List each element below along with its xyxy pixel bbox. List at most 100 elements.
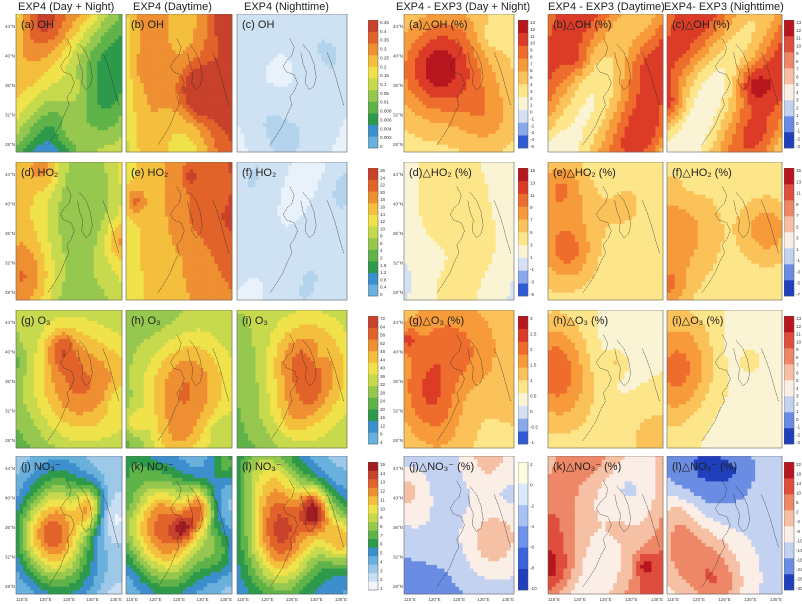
lat-label: 44°N: [393, 466, 403, 471]
coastline-korea: [733, 340, 751, 387]
colorbar-tick: 22: [380, 183, 386, 188]
column-title-5: EXP4 - EXP3 (Daytime): [548, 1, 665, 13]
colorbar-tick: 0.1: [380, 82, 387, 87]
panel-label: (e) HO₂: [131, 167, 168, 179]
colorbar-tick: 0.006: [380, 117, 392, 122]
lon-label: 120°E: [428, 597, 440, 602]
coastline-japan: [493, 494, 511, 548]
colorbar-tick: 2: [796, 105, 799, 110]
colorbar-tick: 4: [796, 90, 799, 95]
colorbar-swatch: [368, 538, 378, 548]
colorbar-swatch: [368, 504, 378, 514]
colorbar-tick: 44: [380, 357, 386, 362]
colorbar-tick: 7: [530, 61, 533, 66]
colorbar-tick: -3: [530, 130, 535, 135]
map-frame: [125, 456, 233, 595]
coastline: [47, 38, 75, 146]
lon-label: 115°E: [126, 597, 138, 602]
colorbar-tick: 72: [380, 316, 386, 321]
coastline-korea: [187, 44, 203, 91]
colorbar-swatch: [368, 362, 378, 375]
coastline: [269, 38, 298, 146]
lon-label: 125°E: [453, 597, 465, 602]
colorbar-swatch: [368, 136, 378, 149]
colorbar-swatch: [518, 193, 528, 207]
colorbar-tick: -2: [796, 432, 801, 437]
colorbar-tick: 13: [796, 179, 802, 184]
lat-label: 36°N: [5, 231, 15, 236]
colorbar-tick: 0.2: [380, 64, 387, 69]
coastline-korea: [614, 192, 632, 239]
colorbar-swatch: [518, 135, 528, 149]
coastline: [701, 38, 731, 146]
colorbar-tick: 0: [530, 409, 533, 414]
colorbar-tick: 0.05: [380, 91, 389, 96]
colorbar-swatch: [518, 168, 528, 182]
colorbar-tick: 3: [530, 316, 533, 321]
colorbar-tick: 1: [380, 586, 383, 591]
colorbar-tick: -10: [796, 538, 802, 543]
colorbar-swatch: [368, 432, 378, 445]
panel-label: (f)△HO₂ (%): [672, 167, 732, 179]
map-panel-no3-2: (k) NO₃⁻115°E 120°E 125°E 130°E 135°E: [125, 456, 233, 602]
map-panel-ho2-3: (f) HO₂: [236, 162, 348, 301]
colorbar-tick: 24: [380, 399, 386, 404]
map-frame: [15, 162, 123, 301]
colorbar-tick: 11: [530, 34, 535, 39]
colorbar-swatch: [368, 316, 378, 328]
colorbar-swatch: [518, 45, 528, 59]
lat-label: 36°N: [5, 525, 15, 530]
coastline-japan: [102, 200, 120, 254]
colorbar-tick: 14: [796, 481, 802, 486]
colorbar-swatch: [368, 409, 378, 422]
colorbar-swatch: [784, 52, 794, 69]
colorbar-tick: -5: [530, 292, 535, 297]
colorbar-tick: 8: [380, 234, 383, 239]
colorbar-tick: 10: [796, 491, 802, 496]
colorbar-tick: 18: [796, 472, 802, 477]
colorbar-swatch: [518, 270, 528, 284]
colorbar-tick: 6: [796, 500, 799, 505]
colorbar-tick: -1: [530, 116, 535, 121]
colorbar-tick: 1: [796, 247, 799, 252]
colorbar-swatch: [368, 54, 378, 67]
colorbar-tick: 2: [530, 96, 533, 101]
colorbar-swatch: [518, 328, 528, 342]
map-frame: [547, 310, 664, 449]
colorbar-tick: -1: [796, 425, 801, 430]
colorbar-tick: 13: [530, 180, 536, 185]
colorbar-exp4-no3: 15 14 13 12 11 10 9 8 7 6 5 4 3 2 1: [368, 462, 386, 591]
colorbar-tick: 0: [380, 292, 383, 297]
map-frame: [125, 14, 233, 153]
coastline-korea: [77, 340, 93, 387]
panel-label: (l) NO₃⁻: [242, 461, 282, 473]
colorbar-tick: 8: [796, 59, 799, 64]
colorbar-swatch: [368, 261, 378, 274]
lat-label: 44°N: [393, 320, 403, 325]
panel-label: (k) NO₃⁻: [131, 461, 174, 473]
panel-label: (c) OH: [242, 19, 274, 31]
coastline-japan: [326, 200, 344, 254]
colorbar-tick: -3: [530, 280, 535, 285]
lat-label: 44°N: [393, 24, 403, 29]
colorbar-tick: 2: [530, 347, 533, 352]
panel-label: (d)△HO₂ (%): [409, 167, 472, 179]
colorbar-exp4-ho2: 26 24 22 20 18 16 14 12 10 8 6 4 2 1.6 1.2 0.8 0.4 0: [368, 168, 387, 297]
colorbar-tick: -1: [530, 267, 535, 272]
colorbar-tick: 28: [380, 390, 386, 395]
colorbar-swatch: [368, 113, 378, 126]
colorbar-swatch: [368, 31, 378, 44]
colorbar-tick: -7: [796, 292, 801, 297]
colorbar-tick: 6: [796, 74, 799, 79]
lon-label: 125°E: [286, 597, 298, 602]
colorbar-tick: 0.002: [380, 135, 392, 140]
map-frame: [666, 162, 783, 301]
map-panel-ho2-2: (e) HO₂: [125, 162, 233, 301]
colorbar-tick: -30: [796, 586, 802, 591]
colorbar-tick: 48: [380, 349, 386, 354]
colorbar-swatch: [784, 264, 794, 281]
colorbar-tick: 0.35: [380, 38, 389, 43]
lat-label: 36°N: [393, 525, 403, 530]
lon-label: 135°E: [502, 597, 514, 602]
colorbar-tick: 13: [380, 480, 386, 485]
